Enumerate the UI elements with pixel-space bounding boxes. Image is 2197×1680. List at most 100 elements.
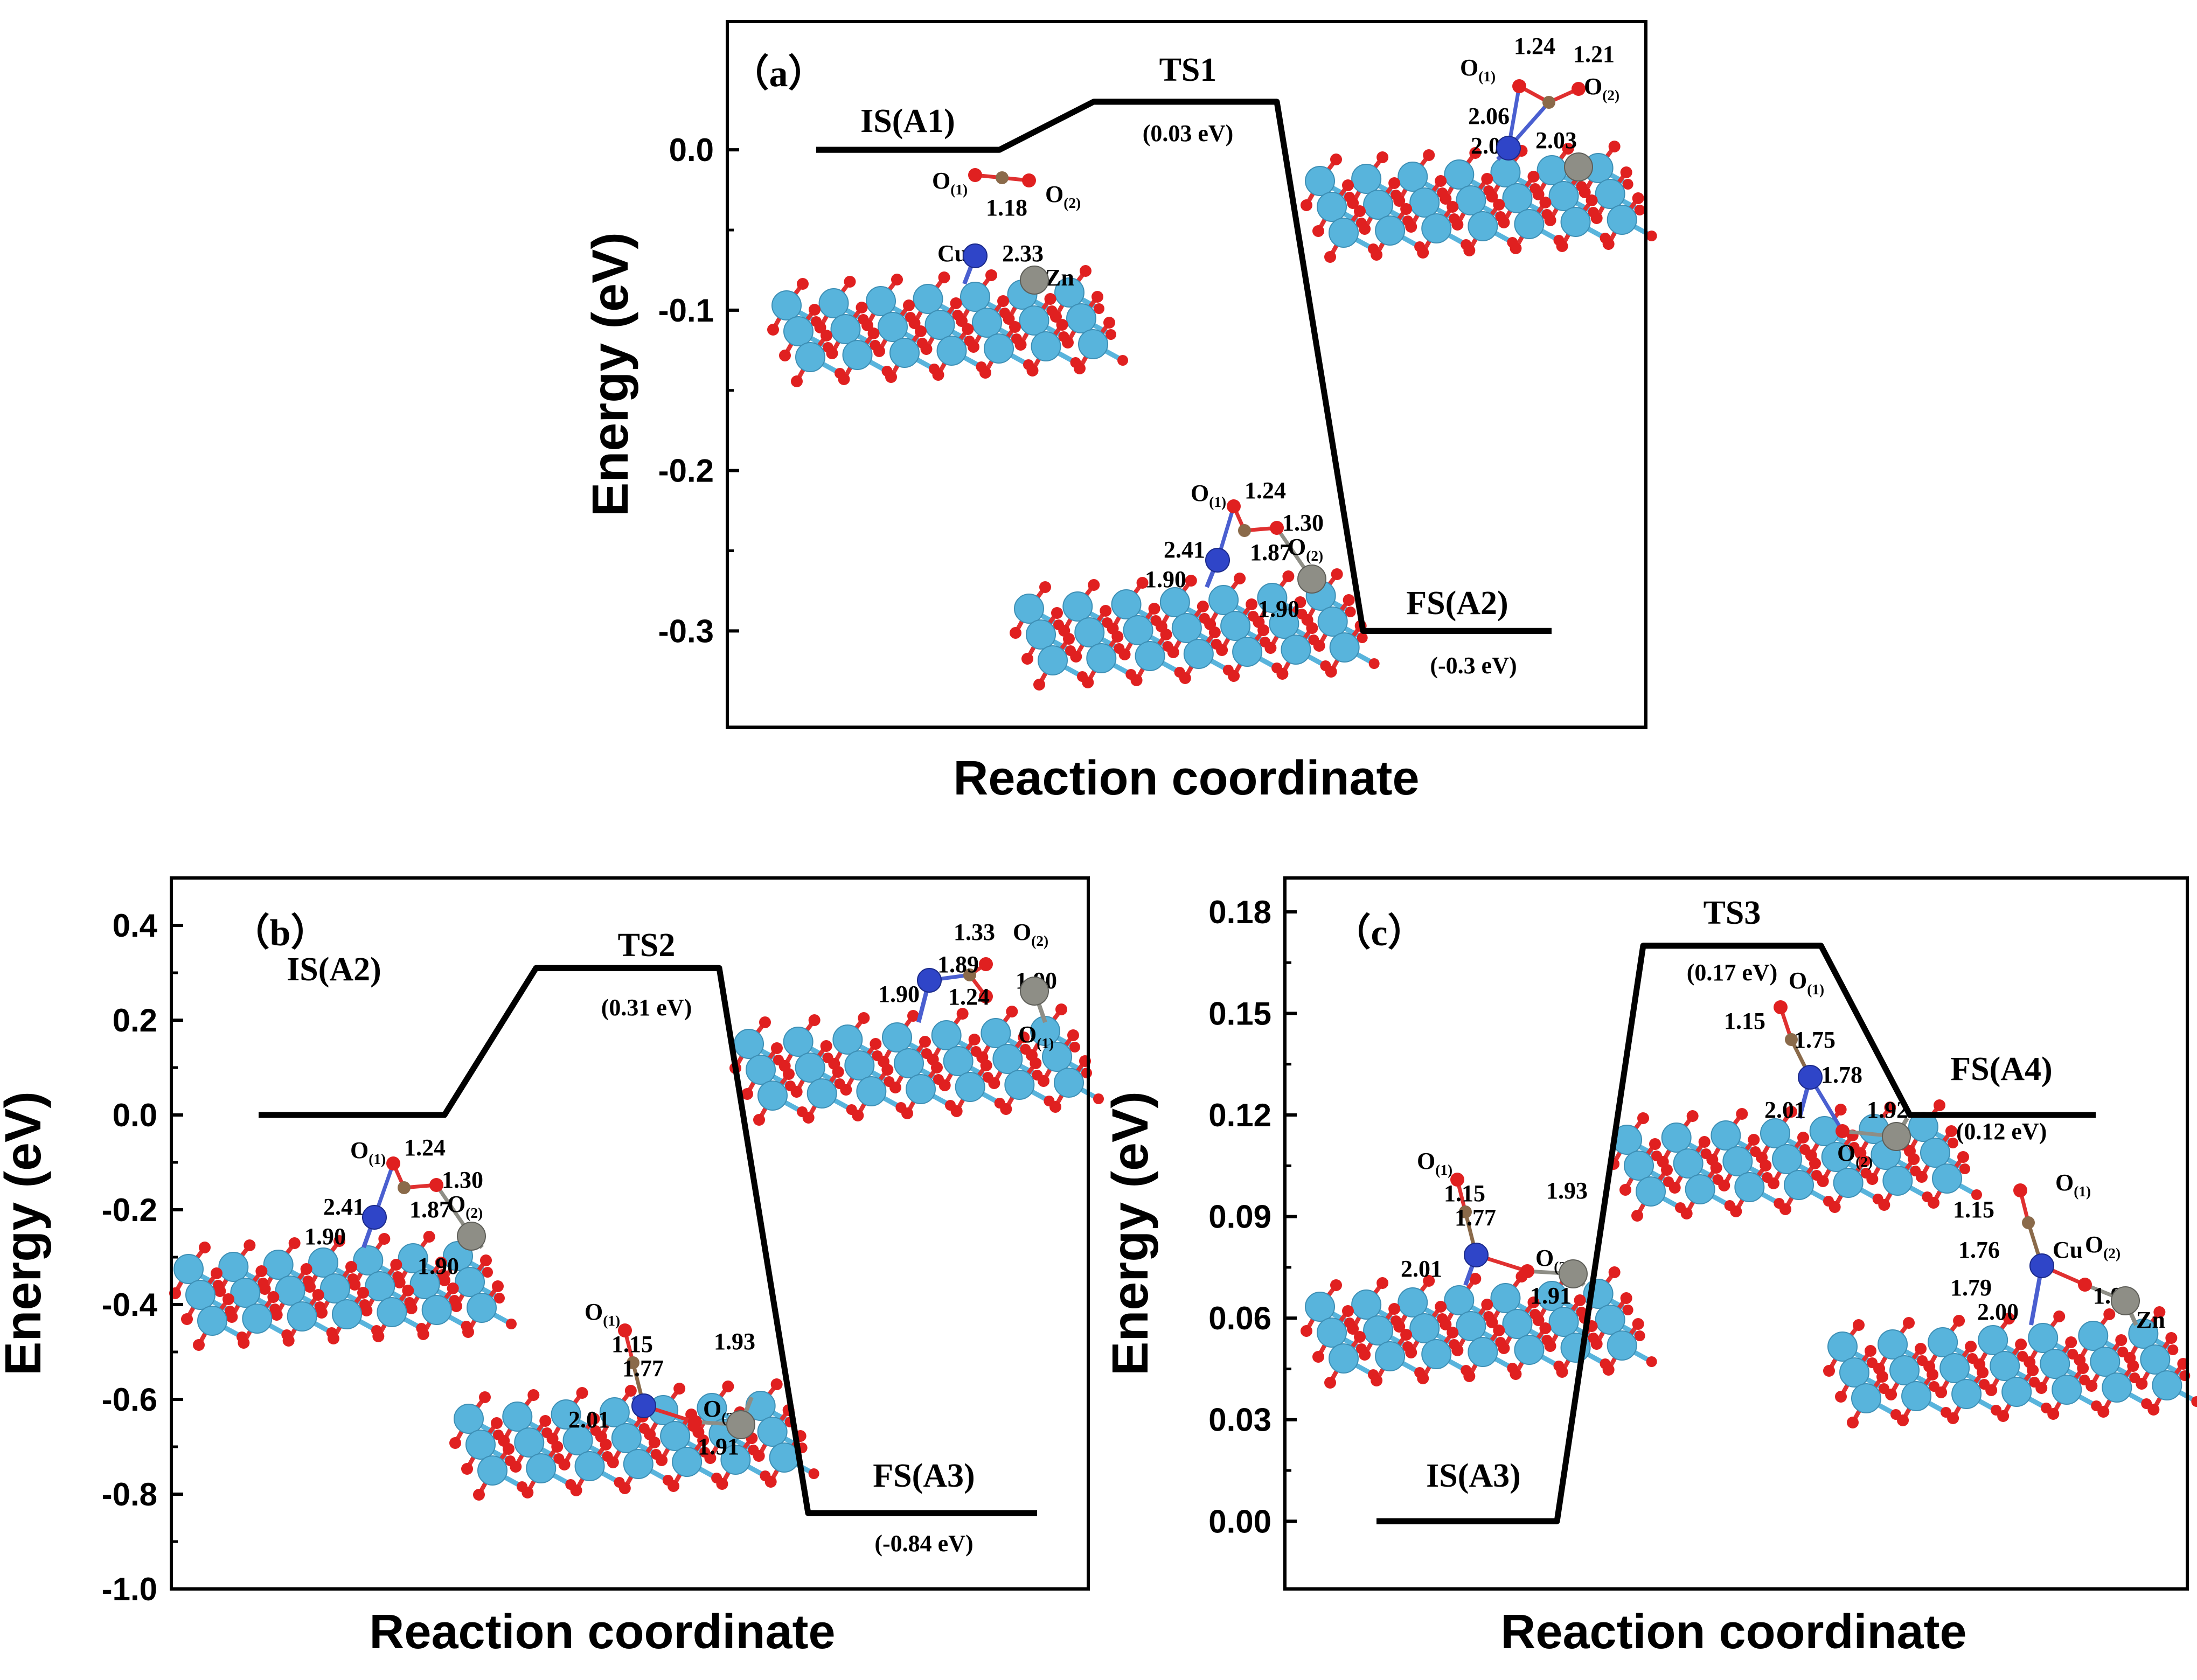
lattice-cation-atom [1490,157,1521,187]
lattice-oxygen-atom [1088,579,1100,591]
lattice-oxygen-atom [199,1242,211,1253]
structure-label: 1.93 [714,1328,755,1355]
lattice-oxygen-atom [506,1319,517,1329]
lattice-cation-atom [1502,1309,1533,1339]
lattice-oxygen-atom [1602,1364,1615,1376]
lattice-oxygen-atom [648,1437,661,1448]
lattice-cation-atom [514,1427,545,1458]
lattice-cation-atom [1536,1281,1567,1311]
lattice-oxygen-atom [503,1443,515,1455]
cu-atom [362,1205,387,1230]
lattice-cation-atom [1548,181,1579,211]
carbon-atom [398,1181,411,1194]
state-label: FS(A4) [1950,1051,2052,1088]
lattice-oxygen-atom [2115,1334,2128,1346]
lattice-oxygen-atom [417,1328,429,1340]
structure-label: 1.76 [1958,1237,2000,1263]
lattice-oxygen-atom [1897,1414,1909,1426]
lattice-oxygen-atom [1858,1155,1871,1167]
structure-label: O(2) [1013,919,1048,949]
lattice-oxygen-atom [461,1463,473,1475]
oxygen-atom [618,1323,632,1337]
lattice-oxygen-atom [1000,1103,1012,1115]
carbon-atom [1542,96,1555,109]
lattice-oxygen-atom [821,330,832,341]
lattice-oxygen-atom [316,1307,328,1319]
lattice-oxygen-atom [881,1064,894,1076]
lattice-cation-atom [1920,1138,1950,1168]
lattice-cation-atom [832,1024,863,1055]
lattice-cation-atom [467,1293,497,1323]
lattice-oxygen-atom [790,1086,803,1098]
lattice-oxygen-atom [668,1480,680,1492]
structure-label: 1.77 [622,1355,664,1382]
lattice-oxygen-atom [771,1042,783,1054]
lattice-oxygen-atom [1698,1136,1711,1148]
oxygen-atom [1450,1173,1464,1187]
structure-label: Cu [2053,1237,2083,1263]
lattice-cation-atom [882,1022,912,1052]
structure-label: Zn [1045,264,1074,291]
lattice-oxygen-atom [1823,1365,1835,1377]
lattice-cation-atom [1607,1330,1637,1361]
lattice-cation-atom [1901,1381,1932,1411]
lattice-oxygen-atom [1562,143,1574,155]
lattice-cation-atom [173,1254,204,1284]
cu-atom [2029,1253,2054,1278]
lattice-cation-atom [1305,1292,1335,1322]
lattice-oxygen-atom [447,1282,459,1294]
lattice-oxygen-atom [1312,225,1324,237]
lattice-oxygen-atom [1853,1319,1865,1331]
lattice-cation-atom [842,340,873,370]
carbon-atom [996,171,1009,184]
zn-atom [1020,266,1049,295]
lattice-cation-atom [1760,1118,1790,1148]
lattice-oxygen-atom [1118,649,1131,660]
structure-label: 1.87 [1250,539,1291,566]
lattice-cation-atom [1468,211,1498,241]
lattice-oxygen-atom [826,347,838,359]
oxygen-atom [1572,82,1586,96]
lattice-cation-atom [1978,1325,2008,1355]
structure-label: O(1) [2055,1169,2091,1200]
lattice-oxygen-atom [1354,1331,1366,1343]
ts2-structure: 1.33O(2)1.891.901.901.24O(1) [729,919,1104,1126]
lattice-cation-atom [1636,1176,1666,1207]
lattice-oxygen-atom [1945,1125,1957,1137]
lattice-oxygen-atom [1030,1057,1042,1069]
y-tick-label: 0.15 [1208,995,1271,1031]
lattice-oxygen-atom [1760,1160,1772,1172]
lattice-oxygen-atom [1876,1371,1888,1383]
lattice-cation-atom [2028,1323,2059,1353]
panel-c: O(1)1.151.771.932.01O(2)1.91O(1)1.151.75… [1102,876,2197,1659]
lattice-oxygen-atom [808,1014,821,1026]
lattice-oxygen-atom [360,1305,373,1316]
lattice-oxygen-atom [1136,577,1149,589]
lattice-oxygen-atom [1985,1384,1998,1396]
lattice-oxygen-atom [570,1484,582,1496]
lattice-cation-atom [230,1278,261,1308]
lattice-oxygen-atom [255,1265,268,1277]
lattice-cation-atom [218,1252,249,1282]
lattice-cation-atom [830,314,861,344]
lattice-oxygen-atom [1185,575,1197,587]
lattice-cation-atom [757,1417,788,1447]
lattice-oxygen-atom [1371,1375,1383,1386]
lattice-oxygen-atom [1393,1321,1406,1333]
lattice-oxygen-atom [770,1378,783,1390]
lattice-oxygen-atom [915,325,927,337]
lattice-cation-atom [1939,1353,1970,1383]
lattice-oxygen-atom [1539,197,1552,208]
y-axis-title: Energy (eV) [0,1091,52,1376]
lattice-oxygen-atom [1130,674,1143,686]
lattice-cation-atom [1054,277,1084,308]
lattice-oxygen-atom [288,1237,301,1249]
lattice-oxygen-atom [357,1287,369,1299]
lattice-oxygen-atom [1306,622,1318,634]
lattice-oxygen-atom [1080,265,1091,277]
structure-label: 1.78 [1821,1062,1862,1088]
lattice-oxygen-atom [300,1263,312,1275]
y-tick-label: -0.4 [102,1287,158,1323]
lattice-oxygen-atom [1091,291,1103,303]
structure-label: O(1) [1018,1021,1054,1051]
